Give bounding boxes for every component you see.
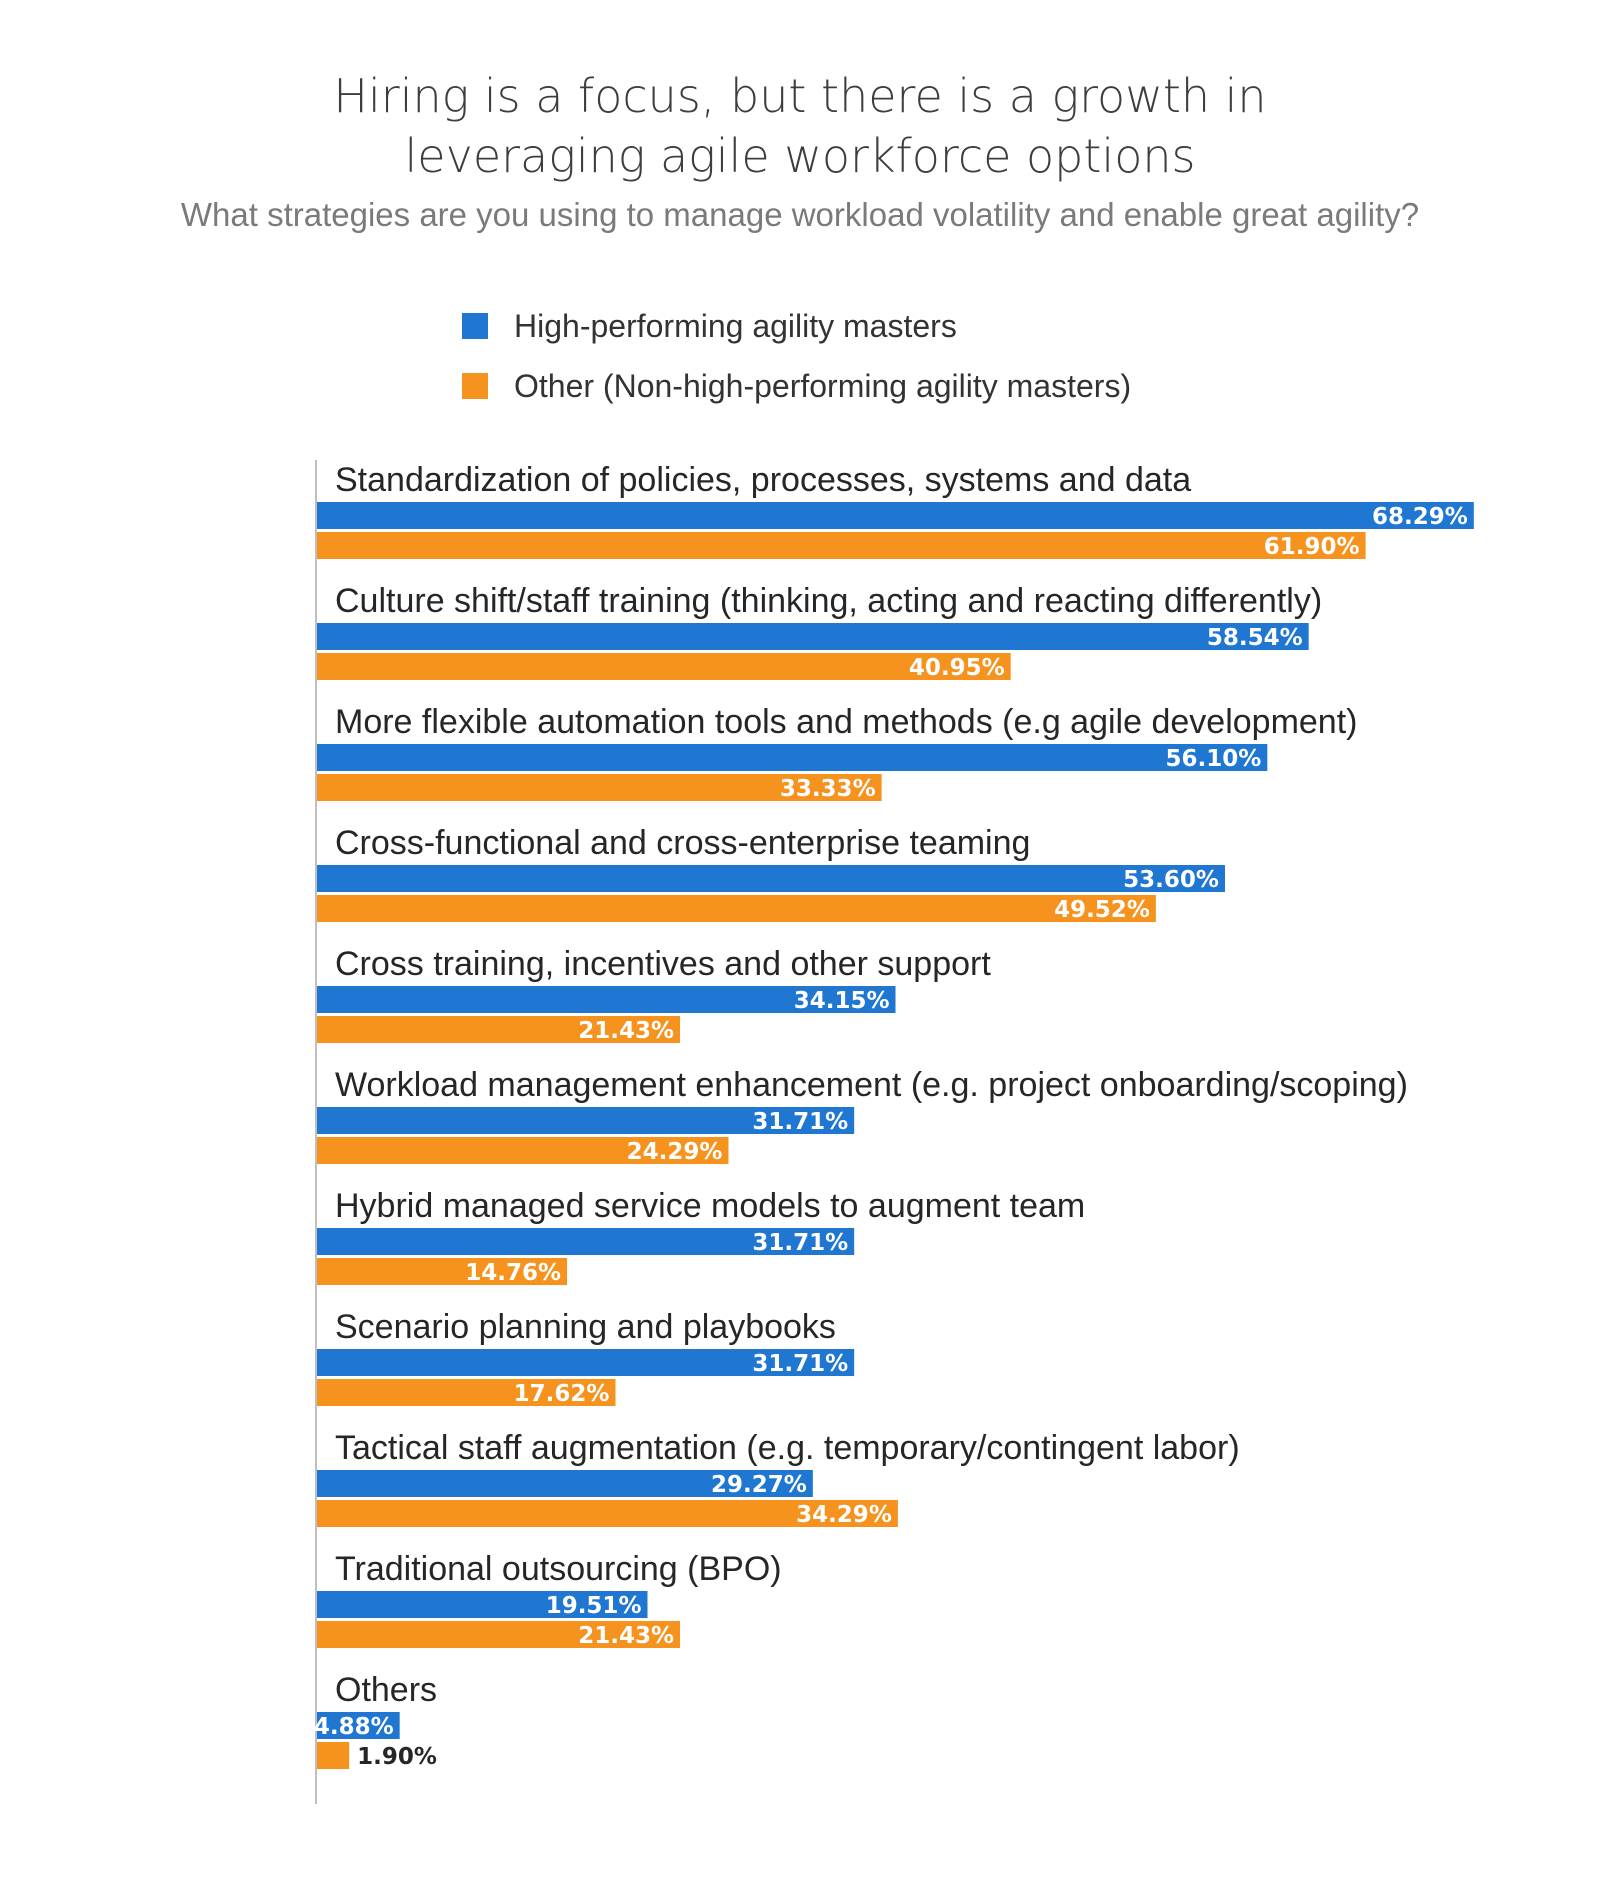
- bar-other: [317, 532, 1366, 559]
- value-label: 4.88%: [314, 1714, 394, 1740]
- category-label: Tactical staff augmentation (e.g. tempor…: [335, 1429, 1240, 1467]
- bar-high-performing: [317, 1349, 855, 1376]
- value-label: 58.54%: [1207, 625, 1303, 651]
- bar-other: [317, 1742, 350, 1769]
- value-label: 34.29%: [796, 1502, 892, 1528]
- category-label: Others: [335, 1671, 437, 1709]
- value-label: 29.27%: [711, 1472, 807, 1498]
- legend-label-other: Other (Non-high-performing agility maste…: [514, 367, 1132, 404]
- category-label: Traditional outsourcing (BPO): [335, 1550, 782, 1588]
- legend-swatch-other: [462, 373, 488, 399]
- bar-other: [317, 1016, 681, 1043]
- value-label: 14.76%: [465, 1260, 561, 1286]
- bar-other: [317, 774, 882, 801]
- bar-high-performing: [317, 865, 1225, 892]
- category-label: Culture shift/staff training (thinking, …: [335, 582, 1322, 620]
- legend-label-high-performing: High-performing agility masters: [514, 307, 957, 344]
- bar-high-performing: [317, 986, 896, 1013]
- bar-high-performing: [317, 1228, 855, 1255]
- category-label: Hybrid managed service models to augment…: [335, 1187, 1085, 1225]
- bar-other: [317, 1137, 729, 1164]
- category-label: Standardization of policies, processes, …: [335, 461, 1191, 499]
- bar-high-performing: [317, 1107, 855, 1134]
- bar-high-performing: [317, 1712, 400, 1739]
- bar-other: [317, 1379, 616, 1406]
- legend: High-performing agility masters Other (N…: [462, 296, 1131, 416]
- value-label: 68.29%: [1372, 504, 1468, 530]
- value-label: 49.52%: [1054, 897, 1150, 923]
- bar-other: [317, 1258, 568, 1285]
- value-label: 21.43%: [578, 1623, 674, 1649]
- bar-high-performing: [317, 623, 1309, 650]
- legend-item-other: Other (Non-high-performing agility maste…: [462, 356, 1131, 416]
- category-label: Scenario planning and playbooks: [335, 1308, 836, 1346]
- value-label: 31.71%: [752, 1230, 848, 1256]
- value-label: 31.71%: [752, 1351, 848, 1377]
- bar-high-performing: [317, 1470, 813, 1497]
- category-label: More flexible automation tools and metho…: [335, 703, 1357, 741]
- bar-other: [317, 1500, 898, 1527]
- value-label: 56.10%: [1166, 746, 1262, 772]
- category-label: Cross training, incentives and other sup…: [335, 945, 991, 983]
- category-label: Cross-functional and cross-enterprise te…: [335, 824, 1030, 862]
- value-label: 21.43%: [578, 1018, 674, 1044]
- legend-item-high-performing: High-performing agility masters: [462, 296, 1131, 356]
- value-label: 53.60%: [1123, 867, 1219, 893]
- bar-other: [317, 653, 1011, 680]
- value-label: 19.51%: [546, 1593, 642, 1619]
- bar-other: [317, 1621, 681, 1648]
- bar-other: [317, 895, 1156, 922]
- chart-title-line-2: leveraging agile workforce options: [404, 129, 1196, 183]
- value-label: 61.90%: [1264, 534, 1360, 560]
- value-label: 17.62%: [514, 1381, 610, 1407]
- bar-high-performing: [317, 502, 1474, 529]
- chart-subtitle: What strategies are you using to manage …: [180, 196, 1420, 233]
- bar-high-performing: [317, 744, 1268, 771]
- value-label: 33.33%: [780, 776, 876, 802]
- bar-high-performing: [317, 1591, 648, 1618]
- value-label: 24.29%: [627, 1139, 723, 1165]
- value-label: 40.95%: [909, 655, 1005, 681]
- value-label: 34.15%: [794, 988, 890, 1014]
- value-label: 31.71%: [752, 1109, 848, 1135]
- category-label: Workload management enhancement (e.g. pr…: [335, 1066, 1408, 1104]
- value-label: 1.90%: [357, 1744, 437, 1770]
- chart-title: Hiring is a focus, but there is a growth…: [0, 66, 1600, 186]
- chart-title-line-1: Hiring is a focus, but there is a growth…: [333, 69, 1267, 123]
- legend-swatch-high-performing: [462, 313, 488, 339]
